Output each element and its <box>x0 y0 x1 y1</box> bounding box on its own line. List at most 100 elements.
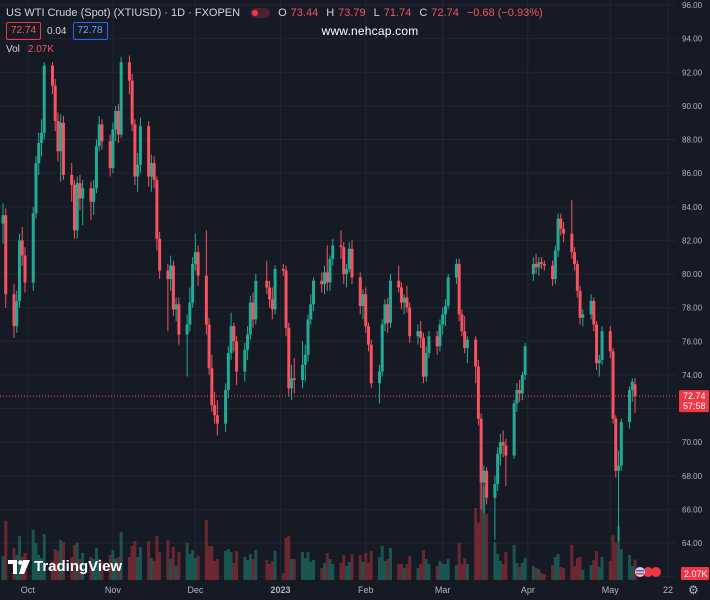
volume-label[interactable]: Vol <box>6 43 20 55</box>
candle-body[interactable] <box>465 339 469 348</box>
candle-body[interactable] <box>97 124 101 147</box>
candle-body[interactable] <box>383 304 387 325</box>
candle-body[interactable] <box>323 272 327 285</box>
candle-body[interactable] <box>243 349 247 372</box>
candle-body[interactable] <box>100 124 104 142</box>
candle-body[interactable] <box>248 302 252 335</box>
candle-body[interactable] <box>39 132 43 143</box>
candle-body[interactable] <box>268 287 272 300</box>
candle-body[interactable] <box>111 129 115 169</box>
candle-body[interactable] <box>454 263 458 278</box>
candle-body[interactable] <box>188 302 192 325</box>
candle-body[interactable] <box>592 300 596 325</box>
candle-body[interactable] <box>611 351 615 419</box>
candle-body[interactable] <box>265 280 269 288</box>
candle-body[interactable] <box>597 359 601 364</box>
candle-body[interactable] <box>81 188 85 199</box>
candle-body[interactable] <box>34 163 38 214</box>
candle-body[interactable] <box>284 270 288 328</box>
candle-body[interactable] <box>270 299 274 310</box>
candle-body[interactable] <box>306 319 310 355</box>
candle-body[interactable] <box>460 314 464 332</box>
candle-body[interactable] <box>136 164 140 177</box>
price-axis[interactable]: 62.0064.0066.0068.0070.0072.0074.0076.00… <box>682 1 703 582</box>
candle-body[interactable] <box>570 233 574 253</box>
candle-body[interactable] <box>328 258 332 283</box>
candle-body[interactable] <box>364 294 368 327</box>
candle-body[interactable] <box>633 384 637 397</box>
candle-body[interactable] <box>31 213 35 283</box>
candle-body[interactable] <box>515 390 519 404</box>
candle-body[interactable] <box>37 142 41 164</box>
candle-body[interactable] <box>325 272 329 283</box>
candle-body[interactable] <box>12 294 16 327</box>
candle-body[interactable] <box>405 297 409 308</box>
candle-body[interactable] <box>42 65 46 133</box>
candle-body[interactable] <box>479 418 483 483</box>
candle-body[interactable] <box>358 277 362 306</box>
candle-body[interactable] <box>559 218 563 229</box>
candle-body[interactable] <box>619 421 623 466</box>
candle-body[interactable] <box>246 334 250 350</box>
candle-body[interactable] <box>463 331 467 348</box>
candle-body[interactable] <box>303 354 307 365</box>
candle-body[interactable] <box>174 304 178 310</box>
candle-body[interactable] <box>581 314 585 318</box>
candle-body[interactable] <box>254 280 258 320</box>
candle-body[interactable] <box>408 307 412 337</box>
candle-body[interactable] <box>149 163 153 177</box>
candle-body[interactable] <box>446 277 450 306</box>
candle-body[interactable] <box>130 80 134 125</box>
candle-body[interactable] <box>23 255 27 283</box>
candle-body[interactable] <box>290 378 294 389</box>
candle-body[interactable] <box>443 305 447 315</box>
candle-body[interactable] <box>166 270 170 280</box>
flag-icons[interactable] <box>632 566 662 578</box>
candle-body[interactable] <box>229 326 233 354</box>
candle-body[interactable] <box>78 183 82 199</box>
candle-body[interactable] <box>196 252 200 276</box>
candle-body[interactable] <box>158 238 162 271</box>
candle-body[interactable] <box>531 263 535 275</box>
candle-body[interactable] <box>498 442 502 454</box>
candle-body[interactable] <box>169 265 173 280</box>
candle-body[interactable] <box>232 326 236 342</box>
candle-body[interactable] <box>366 326 370 345</box>
candle-body[interactable] <box>504 445 508 456</box>
candle-body[interactable] <box>534 263 538 268</box>
settings-gear-icon[interactable]: ⚙ <box>688 583 699 597</box>
ask-button[interactable]: 72.78 <box>72 22 108 40</box>
candle-body[interactable] <box>595 324 599 364</box>
candle-body[interactable] <box>556 218 560 251</box>
candle-body[interactable] <box>281 268 285 271</box>
candle-body[interactable] <box>1 215 5 224</box>
candle-body[interactable] <box>520 374 524 394</box>
candle-body[interactable] <box>224 390 228 424</box>
candle-body[interactable] <box>92 188 96 202</box>
candle-body[interactable] <box>485 470 489 498</box>
candle-body[interactable] <box>369 344 373 384</box>
candle-body[interactable] <box>210 368 214 406</box>
candle-body[interactable] <box>342 247 346 275</box>
candle-body[interactable] <box>147 126 151 177</box>
candle-body[interactable] <box>496 453 500 485</box>
candle-body[interactable] <box>397 280 401 288</box>
candle-body[interactable] <box>361 294 365 306</box>
candle-body[interactable] <box>94 146 98 189</box>
candle-body[interactable] <box>457 263 461 315</box>
candle-body[interactable] <box>344 268 348 275</box>
candle-body[interactable] <box>578 290 582 318</box>
candle-body[interactable] <box>213 405 217 416</box>
candle-body[interactable] <box>482 470 486 483</box>
candle-body[interactable] <box>339 245 343 248</box>
candle-body[interactable] <box>119 62 123 135</box>
candle-body[interactable] <box>380 324 384 372</box>
candle-body[interactable] <box>347 248 351 269</box>
candle-body[interactable] <box>207 324 211 369</box>
candle-body[interactable] <box>320 280 324 285</box>
candle-body[interactable] <box>523 346 527 375</box>
candle-body[interactable] <box>226 353 230 391</box>
candle-body[interactable] <box>72 184 76 231</box>
candle-body[interactable] <box>416 331 420 337</box>
